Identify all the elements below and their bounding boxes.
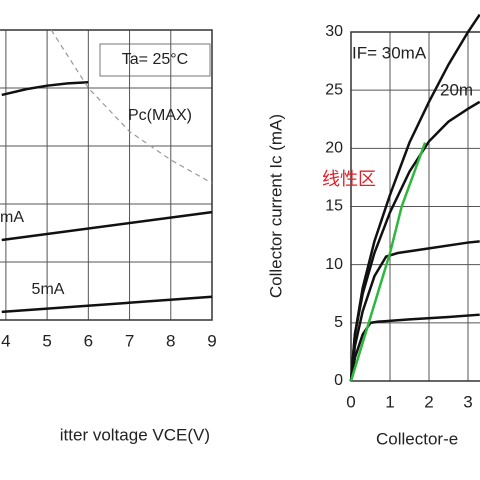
series-line: [349, 142, 427, 382]
annotation: 5mA: [32, 281, 65, 298]
x-tick-label: 6: [84, 331, 93, 350]
y-tick-label: 15: [325, 198, 343, 215]
x-tick-label: 9: [207, 331, 216, 350]
annotation: IF= 30mA: [352, 43, 427, 62]
annotation: mA: [0, 209, 24, 226]
y-tick-label: 10: [325, 256, 343, 273]
series-line: [349, 313, 480, 382]
plot-frame: [350, 31, 480, 382]
y-tick-label: 25: [325, 81, 343, 98]
series-line: [50, 29, 213, 184]
x-tick-label: 5: [42, 331, 51, 350]
series-line: [349, 100, 480, 382]
x-tick-label: 8: [166, 331, 175, 350]
annotation-box: [99, 43, 211, 77]
annotation: Pc(MAX): [128, 107, 192, 124]
x-tick-label: 2: [424, 392, 433, 411]
series-line: [1, 80, 89, 97]
series-line: [349, 240, 480, 382]
x-tick-label: 0: [346, 392, 355, 411]
series-line: [349, 13, 480, 382]
y-tick-label: 5: [334, 314, 343, 331]
y-tick-label: 30: [325, 23, 343, 40]
x-axis-label: Collector-e: [376, 429, 458, 448]
annotation: 20m: [440, 80, 473, 99]
series-line: [1, 210, 213, 242]
plot-frame: [0, 29, 213, 321]
annotation: 线性区: [322, 169, 376, 189]
x-axis-label: itter voltage VCE(V): [60, 425, 210, 444]
series-line: [1, 295, 213, 314]
x-tick-label: 4: [1, 331, 10, 350]
x-tick-label: 7: [125, 331, 134, 350]
y-tick-label: 0: [334, 372, 343, 389]
x-tick-label: 3: [463, 392, 472, 411]
x-tick-label: 1: [385, 392, 394, 411]
y-axis-label: Collector current Ic (mA): [266, 114, 285, 298]
y-tick-label: 20: [325, 140, 343, 157]
annotation: Ta= 25°C: [122, 51, 188, 68]
